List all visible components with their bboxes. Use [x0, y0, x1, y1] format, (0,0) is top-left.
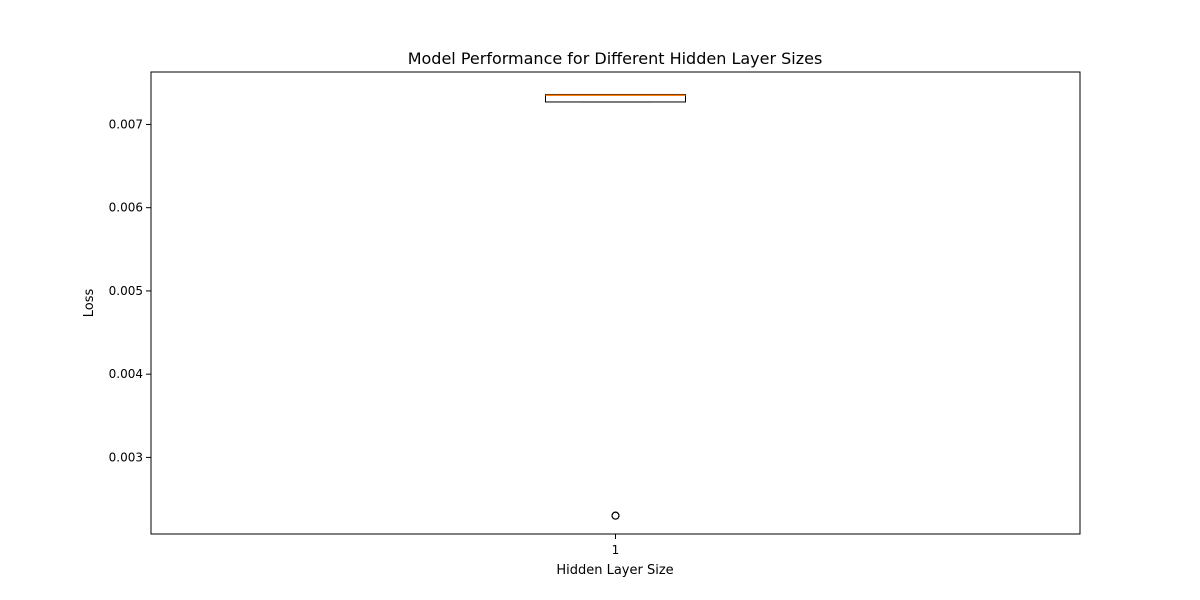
x-axis-label: Hidden Layer Size [556, 563, 673, 578]
y-tick-label: 0.004 [109, 367, 143, 381]
y-tick-label: 0.005 [109, 284, 143, 298]
box-plot-group [545, 93, 686, 520]
y-axis-label: Loss [82, 289, 97, 318]
outlier-point [611, 511, 620, 520]
y-axis: 0.003 0.004 0.005 0.006 0.007 [109, 117, 151, 464]
plot-area [150, 71, 1081, 535]
y-tick-label: 0.006 [109, 201, 143, 215]
y-tick-label: 0.003 [109, 450, 143, 464]
x-tick-label: 1 [612, 543, 620, 557]
box-iqr [545, 93, 686, 103]
y-tick-label: 0.007 [109, 117, 143, 131]
chart-title: Model Performance for Different Hidden L… [408, 49, 823, 68]
x-axis: 1 [612, 534, 620, 557]
